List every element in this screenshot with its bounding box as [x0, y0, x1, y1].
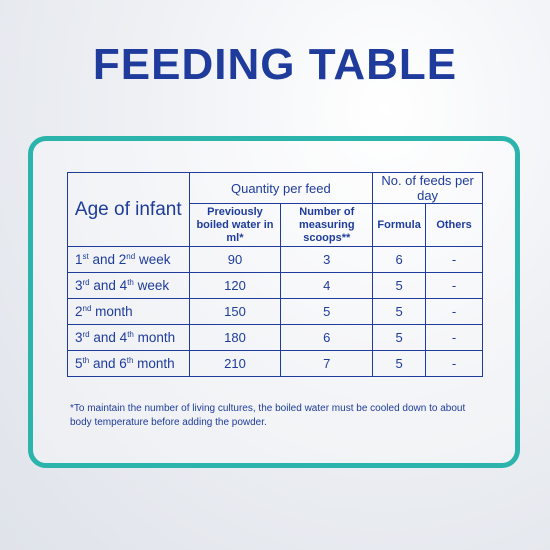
table-row: 2nd month 150 5 5 -: [67, 298, 483, 325]
scoops-cell: 4: [280, 272, 374, 299]
footnote-line: *To maintain the number of living cultur…: [70, 403, 466, 414]
others-cell: -: [425, 272, 483, 299]
age-cell: 5th and 6th month: [67, 350, 190, 377]
formula-cell: 5: [372, 324, 427, 351]
scoops-cell: 6: [280, 324, 374, 351]
scoops-cell: 3: [280, 246, 374, 273]
others-cell: -: [425, 298, 483, 325]
formula-cell: 5: [372, 272, 427, 299]
footnote: *To maintain the number of living cultur…: [70, 402, 470, 430]
formula-cell: 6: [372, 246, 427, 273]
table-row: 3rd and 4th week 120 4 5 -: [67, 272, 483, 299]
scoops-cell: 5: [280, 298, 374, 325]
header-quantity-per-feed: Quantity per feed: [188, 172, 374, 204]
water-cell: 180: [188, 324, 282, 351]
age-cell: 3rd and 4th week: [67, 272, 190, 299]
header-formula: Formula: [372, 203, 427, 247]
feeding-table: Age of infant Quantity per feed No. of f…: [67, 172, 483, 377]
scoops-cell: 7: [280, 350, 374, 377]
water-cell: 150: [188, 298, 282, 325]
table-row: 1st and 2nd week 90 3 6 -: [67, 246, 483, 273]
water-cell: 90: [188, 246, 282, 273]
page-title: FEEDING TABLE: [92, 40, 458, 89]
table-row: 3rd and 4th month 180 6 5 -: [67, 324, 483, 351]
age-cell: 3rd and 4th month: [67, 324, 190, 351]
header-age-of-infant: Age of infant: [67, 172, 190, 247]
age-cell: 1st and 2nd week: [67, 246, 190, 273]
header-scoops: Number of measuring scoops**: [280, 203, 374, 247]
others-cell: -: [425, 246, 483, 273]
header-others: Others: [425, 203, 483, 247]
header-boiled-water: Previously boiled water in ml*: [188, 203, 282, 247]
water-cell: 120: [188, 272, 282, 299]
footnote-line: body temperature before adding the powde…: [70, 417, 267, 428]
others-cell: -: [425, 324, 483, 351]
formula-cell: 5: [372, 350, 427, 377]
water-cell: 210: [188, 350, 282, 377]
header-feeds-per-day: No. of feeds per day: [372, 172, 483, 204]
age-cell: 2nd month: [67, 298, 190, 325]
others-cell: -: [425, 350, 483, 377]
formula-cell: 5: [372, 298, 427, 325]
table-row: 5th and 6th month 210 7 5 -: [67, 350, 483, 377]
